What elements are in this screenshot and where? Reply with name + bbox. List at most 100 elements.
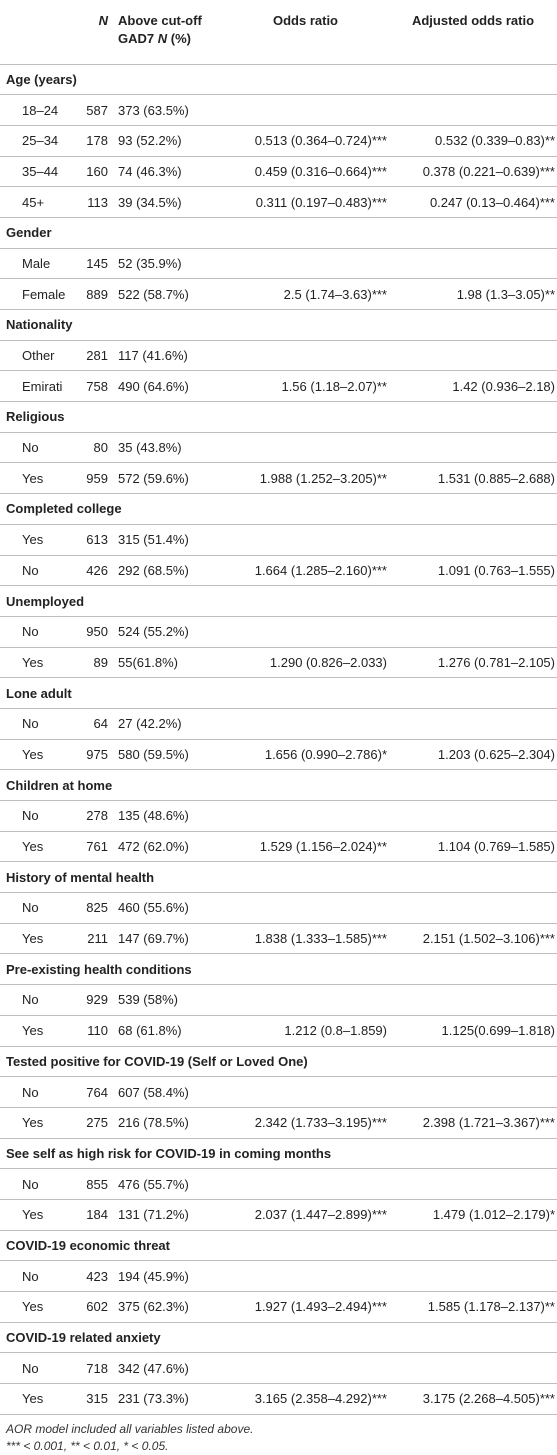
table-row: Male 145 52 (35.9%) [0, 248, 557, 280]
row-above-cutoff: 131 (71.2%) [112, 1199, 222, 1231]
table-row: No 764 607 (58.4%) [0, 1076, 557, 1108]
row-n: 113 [78, 186, 112, 218]
row-above-cutoff: 52 (35.9%) [112, 248, 222, 280]
row-n: 178 [78, 125, 112, 157]
row-label: Male [0, 248, 78, 280]
table-row: Yes 89 55(61.8%) 1.290 (0.826–2.033) 1.276 (… [0, 647, 557, 679]
row-above-cutoff: 117 (41.6%) [112, 340, 222, 372]
row-odds-ratio [222, 892, 389, 924]
row-odds-ratio: 1.290 (0.826–2.033) [222, 647, 389, 679]
row-odds-ratio: 1.927 (1.493–2.494)*** [222, 1291, 389, 1323]
row-label: Yes [0, 524, 78, 556]
row-odds-ratio: 1.56 (1.18–2.07)** [222, 370, 389, 403]
row-above-cutoff: 572 (59.6%) [112, 462, 222, 495]
row-label: No [0, 616, 78, 648]
row-above-cutoff: 460 (55.6%) [112, 892, 222, 924]
header-above-cutoff-line2: GAD7 N (%) [118, 30, 222, 48]
section-title: Gender [0, 217, 557, 249]
table-row: Female 889 522 (58.7%) 2.5 (1.74–3.63)*** 1.… [0, 278, 557, 310]
table-header: N Above cut-off GAD7 N (%) Odds ratio Ad… [0, 0, 557, 65]
row-label: Yes [0, 923, 78, 955]
row-n: 889 [78, 278, 112, 310]
section-row: Unemployed [0, 585, 557, 617]
section-title: Lone adult [0, 677, 557, 709]
row-odds-ratio [222, 94, 389, 126]
table-row: No 423 194 (45.9%) [0, 1260, 557, 1292]
section-row: Gender [0, 217, 557, 249]
row-adjusted-odds-ratio [389, 1352, 557, 1385]
header-cutoff-n: N [157, 31, 168, 46]
row-odds-ratio: 0.459 (0.316–0.664)*** [222, 156, 389, 188]
header-above-cutoff-line1: Above cut-off [118, 13, 202, 28]
row-odds-ratio: 2.5 (1.74–3.63)*** [222, 278, 389, 310]
row-odds-ratio: 2.342 (1.733–3.195)*** [222, 1107, 389, 1139]
row-adjusted-odds-ratio: 1.091 (0.763–1.555) [389, 555, 557, 587]
header-odds-ratio: Odds ratio [222, 0, 389, 65]
section-title: Age (years) [0, 64, 557, 96]
table-row: Yes 602 375 (62.3%) 1.927 (1.493–2.494)*** 1… [0, 1291, 557, 1323]
table-row: Yes 761 472 (62.0%) 1.529 (1.156–2.024)** 1.… [0, 831, 557, 863]
row-label: No [0, 800, 78, 832]
row-adjusted-odds-ratio [389, 94, 557, 126]
row-adjusted-odds-ratio: 2.151 (1.502–3.106)*** [389, 923, 557, 955]
section-title: COVID-19 related anxiety [0, 1322, 557, 1354]
section-title: Unemployed [0, 585, 557, 617]
row-above-cutoff: 524 (55.2%) [112, 616, 222, 648]
row-label: Yes [0, 1107, 78, 1139]
row-label: No [0, 1168, 78, 1200]
row-adjusted-odds-ratio: 0.247 (0.13–0.464)*** [389, 186, 557, 218]
row-adjusted-odds-ratio [389, 616, 557, 648]
table-row: 45+ 113 39 (34.5%) 0.311 (0.197–0.483)*** 0.… [0, 186, 557, 218]
row-adjusted-odds-ratio [389, 248, 557, 280]
row-adjusted-odds-ratio [389, 984, 557, 1016]
table-row: Yes 275 216 (78.5%) 2.342 (1.733–3.195)*** 2… [0, 1107, 557, 1139]
table-row: No 950 524 (55.2%) [0, 616, 557, 648]
row-label: Yes [0, 647, 78, 679]
row-n: 959 [78, 462, 112, 495]
table-row: Yes 613 315 (51.4%) [0, 524, 557, 556]
table-row: No 278 135 (48.6%) [0, 800, 557, 832]
row-odds-ratio [222, 616, 389, 648]
row-above-cutoff: 607 (58.4%) [112, 1076, 222, 1108]
row-odds-ratio: 0.513 (0.364–0.724)*** [222, 125, 389, 157]
row-adjusted-odds-ratio: 1.125(0.699–1.818) [389, 1015, 557, 1047]
row-odds-ratio [222, 1352, 389, 1385]
row-n: 211 [78, 923, 112, 955]
row-odds-ratio [222, 800, 389, 832]
row-label: Yes [0, 1291, 78, 1323]
header-blank [0, 0, 78, 65]
row-odds-ratio [222, 1260, 389, 1292]
row-adjusted-odds-ratio: 1.98 (1.3–3.05)** [389, 278, 557, 310]
row-above-cutoff: 490 (64.6%) [112, 370, 222, 403]
row-adjusted-odds-ratio [389, 1168, 557, 1200]
table-footnotes: AOR model included all variables listed … [0, 1415, 557, 1455]
row-label: No [0, 1260, 78, 1292]
row-adjusted-odds-ratio: 0.532 (0.339–0.83)** [389, 125, 557, 157]
row-adjusted-odds-ratio [389, 892, 557, 924]
row-odds-ratio: 1.212 (0.8–1.859) [222, 1015, 389, 1047]
row-above-cutoff: 68 (61.8%) [112, 1015, 222, 1047]
row-label: 25–34 [0, 125, 78, 157]
table-row: Yes 184 131 (71.2%) 2.037 (1.447–2.899)*** 1… [0, 1199, 557, 1231]
row-adjusted-odds-ratio [389, 432, 557, 464]
section-title: Tested positive for COVID-19 (Self or Lo… [0, 1046, 557, 1078]
table-row: No 718 342 (47.6%) [0, 1352, 557, 1385]
row-label: 35–44 [0, 156, 78, 188]
row-label: 18–24 [0, 94, 78, 126]
row-odds-ratio [222, 248, 389, 280]
section-row: Nationality [0, 309, 557, 341]
row-above-cutoff: 580 (59.5%) [112, 739, 222, 771]
row-n: 825 [78, 892, 112, 924]
row-adjusted-odds-ratio: 1.104 (0.769–1.585) [389, 831, 557, 863]
row-adjusted-odds-ratio [389, 800, 557, 832]
row-n: 89 [78, 647, 112, 679]
section-row: COVID-19 related anxiety [0, 1322, 557, 1354]
row-label: Yes [0, 831, 78, 863]
table-row: Yes 211 147 (69.7%) 1.838 (1.333–1.585)*** 2… [0, 923, 557, 955]
row-label: Female [0, 278, 78, 310]
section-row: Tested positive for COVID-19 (Self or Lo… [0, 1046, 557, 1078]
row-above-cutoff: 147 (69.7%) [112, 923, 222, 955]
row-label: Yes [0, 1199, 78, 1231]
section-row: COVID-19 economic threat [0, 1230, 557, 1262]
